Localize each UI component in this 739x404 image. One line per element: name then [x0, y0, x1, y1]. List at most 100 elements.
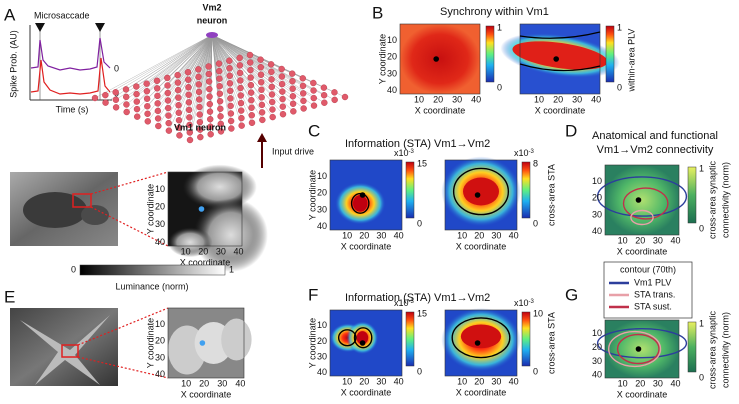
vm1-unit — [331, 89, 338, 96]
connection — [105, 34, 213, 96]
y-axis-label: Y coordinate — [307, 170, 317, 220]
vm1-unit — [258, 86, 265, 94]
connection — [211, 34, 241, 66]
vm1-unit — [122, 86, 130, 93]
vm1-unit — [154, 107, 162, 115]
contour — [451, 317, 511, 359]
contour — [596, 176, 688, 217]
connection — [211, 34, 304, 94]
vm1-unit — [237, 77, 244, 84]
vm1-unit — [185, 91, 192, 99]
contour — [519, 31, 601, 72]
colorbar-min: 0 — [417, 218, 422, 228]
connection — [146, 34, 213, 84]
vm1-unit — [236, 69, 244, 77]
vm1-unit — [217, 113, 224, 120]
x-axis-label: X coordinate — [535, 105, 586, 115]
scale-exp: -3 — [529, 299, 535, 305]
vm1-unit — [236, 54, 243, 62]
vm1-unit — [227, 95, 234, 102]
vm1-unit — [186, 121, 193, 129]
y-axis-label: Y coordinate — [307, 318, 317, 368]
map-frame — [329, 159, 403, 231]
connection — [211, 34, 283, 85]
vm1-unit — [165, 119, 172, 127]
colorbar — [688, 322, 696, 372]
center-dot — [199, 340, 206, 346]
vm1-unit — [175, 94, 182, 101]
event-label: Microsaccade — [34, 10, 90, 20]
y-tick-label: 30 — [155, 352, 165, 362]
colorbar-label: Luminance (norm) — [115, 281, 188, 291]
connection — [167, 34, 213, 79]
map-frame — [444, 309, 518, 377]
colorbar-min: 0 — [71, 264, 76, 274]
center-dot — [635, 346, 642, 352]
vm1-unit — [216, 82, 223, 90]
connection — [211, 34, 230, 61]
y-axis-label: Y coordinate — [145, 318, 155, 368]
contour — [607, 330, 662, 368]
scale-exp: -3 — [409, 299, 415, 305]
vm1-unit — [176, 124, 183, 132]
vm1-unit — [206, 108, 214, 115]
x-tick-label: 10 — [618, 378, 628, 388]
vm1-unit — [164, 82, 171, 89]
contour — [353, 327, 373, 349]
panel-title: Synchrony within Vm1 — [440, 6, 549, 18]
vm1-unit — [216, 90, 224, 97]
vm1-unit — [196, 118, 204, 126]
vm1-unit — [185, 76, 192, 83]
y-tick-label: 30 — [592, 209, 602, 219]
colorbar — [406, 162, 414, 218]
x-tick-label: 40 — [394, 376, 404, 386]
colorbar-min: 0 — [417, 366, 422, 376]
x-tick-label: 20 — [635, 378, 645, 388]
vm1-unit — [165, 127, 173, 134]
map-frame — [444, 159, 518, 231]
connection — [147, 34, 213, 122]
vm1-unit — [258, 101, 266, 109]
x-tick-label: 20 — [474, 376, 484, 386]
vm1-unit — [207, 131, 214, 138]
colorbar — [79, 264, 226, 276]
vm1-unit — [216, 98, 224, 105]
vm1-unit — [196, 103, 203, 111]
x-axis-label: X coordinate — [617, 246, 668, 256]
x-axis-label: X coordinate — [180, 257, 231, 267]
vm1-unit — [226, 57, 233, 64]
vm1-unit — [133, 105, 141, 113]
vm1-unit — [195, 81, 202, 88]
y-tick-label: 20 — [317, 336, 327, 346]
colorbar-label: cross-area STA — [546, 312, 556, 374]
connection — [177, 34, 213, 91]
vm1-unit — [175, 109, 182, 116]
x-tick-label: 40 — [471, 94, 481, 104]
map-bg — [400, 24, 480, 94]
vm1-unit — [289, 85, 296, 92]
colorbar-max: 1 — [497, 22, 502, 32]
vm1-unit — [269, 106, 276, 113]
scale-base: x10 — [394, 148, 409, 158]
vm1-unit — [186, 129, 193, 136]
vm1-unit — [165, 104, 172, 112]
connection — [156, 34, 213, 81]
vm1-unit — [258, 94, 265, 101]
legend-box — [603, 261, 693, 319]
colorbar — [688, 167, 696, 223]
map-blob — [221, 318, 252, 361]
vm1-unit — [289, 93, 297, 100]
x-axis-label: X coordinate — [456, 387, 507, 397]
vm1-unit — [289, 77, 296, 85]
vm1-unit — [228, 125, 235, 132]
colorbar-max: 1 — [229, 264, 234, 274]
x-tick-label: 40 — [670, 235, 680, 245]
map-blob — [193, 197, 268, 272]
y-tick-label: 20 — [387, 52, 397, 62]
colorbar-min: 0 — [533, 366, 538, 376]
vm1-unit — [289, 100, 297, 108]
map-blob — [182, 164, 257, 209]
colorbar-label: cross-area synaptic — [707, 310, 717, 389]
connection — [211, 34, 253, 123]
zoom-line — [90, 171, 169, 195]
